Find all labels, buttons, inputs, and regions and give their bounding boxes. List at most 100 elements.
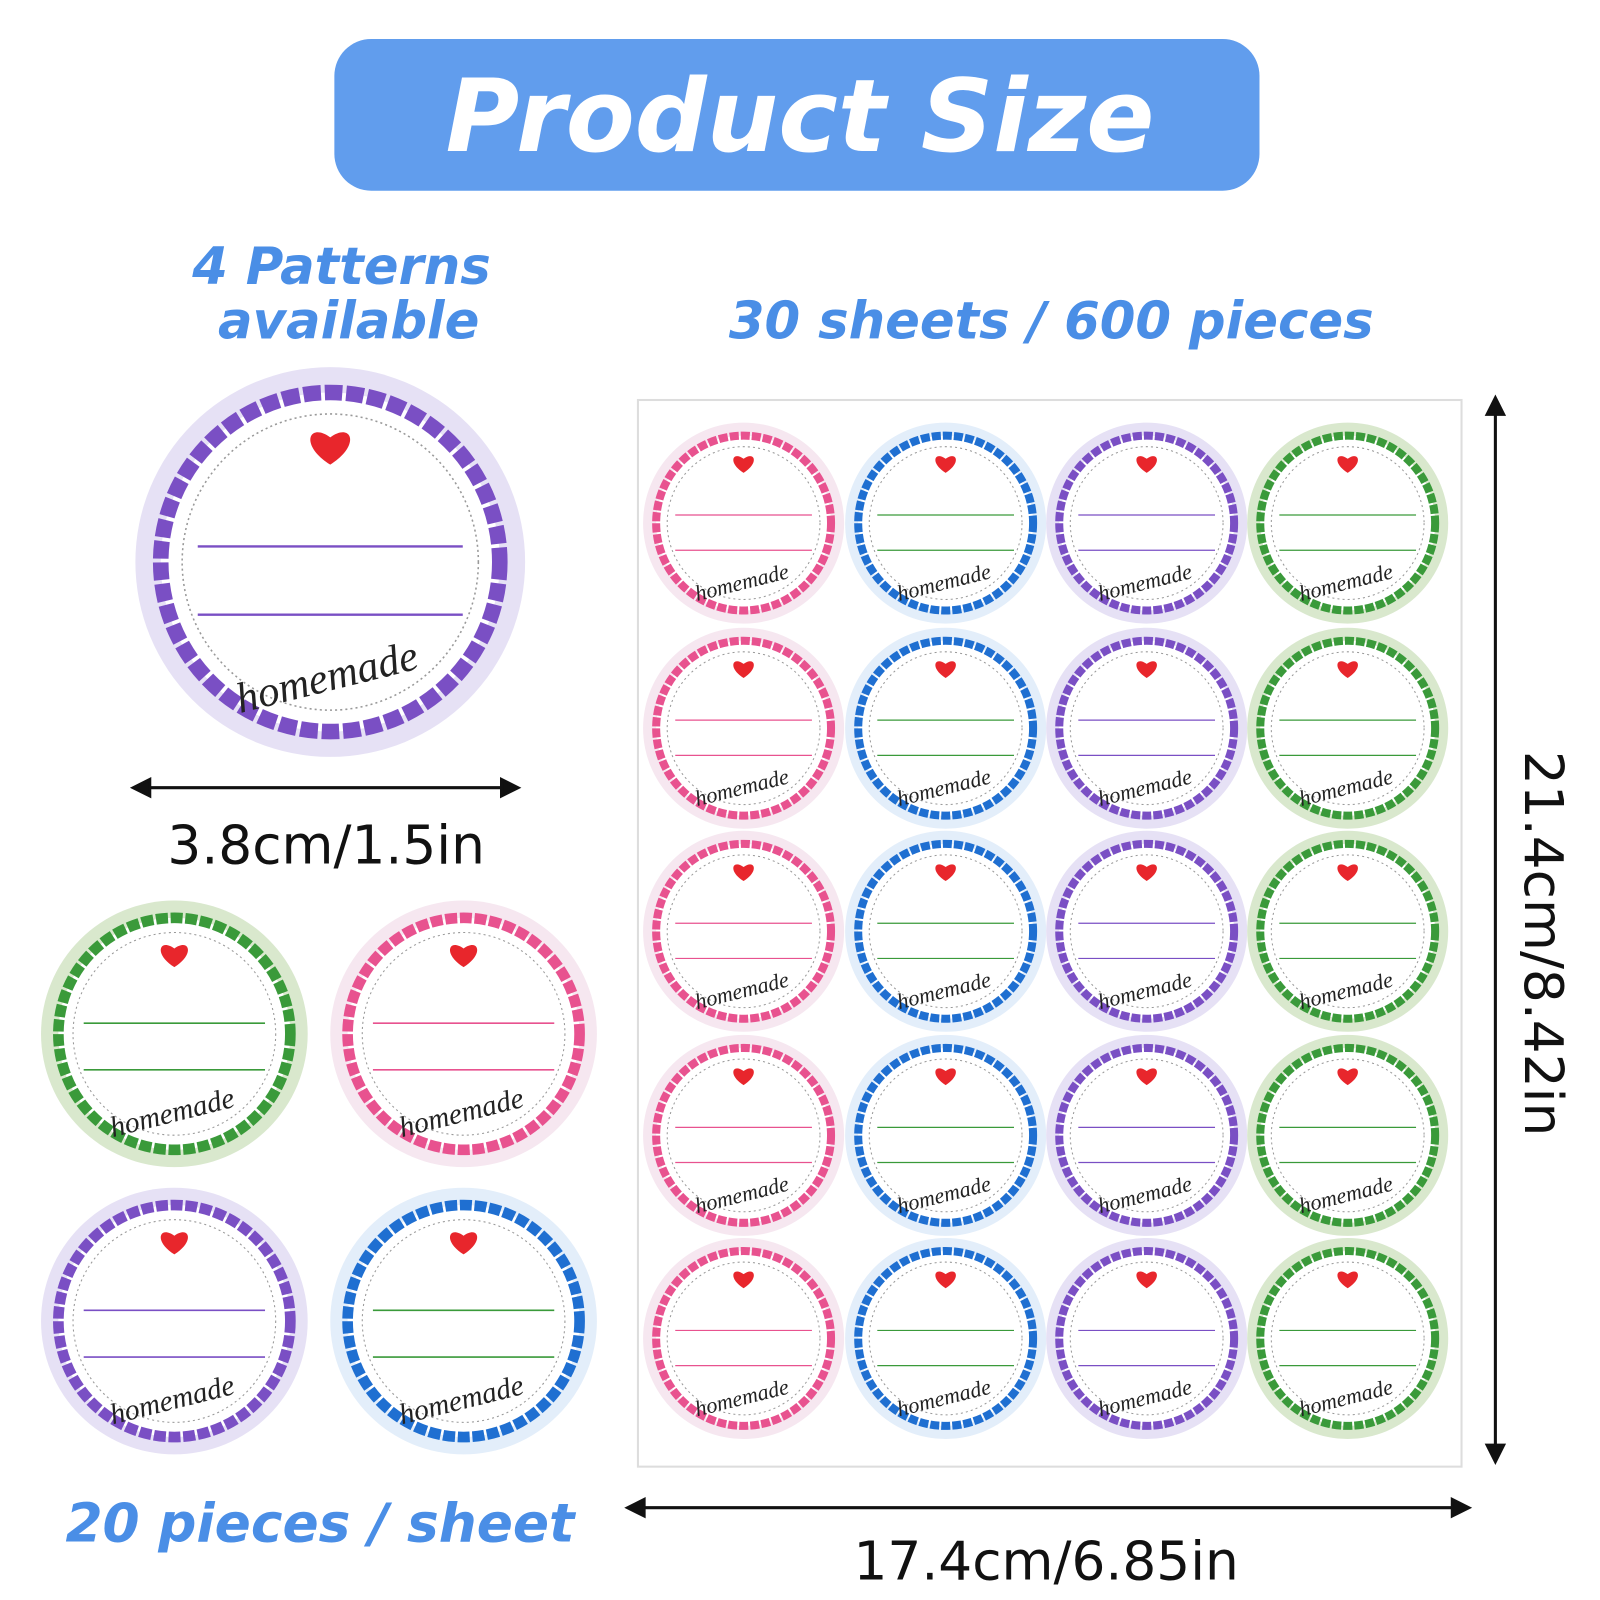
sticker-ring bbox=[152, 384, 508, 740]
heart bbox=[449, 945, 478, 968]
sticker: homemade bbox=[845, 1237, 1047, 1439]
heart bbox=[1337, 1068, 1358, 1086]
sticker-dots bbox=[868, 1058, 1023, 1213]
sticker-dots bbox=[72, 1219, 277, 1423]
sticker-dots bbox=[1069, 1261, 1224, 1416]
heart bbox=[733, 1271, 754, 1289]
heart bbox=[935, 1068, 956, 1086]
sticker: homemade bbox=[1247, 830, 1449, 1032]
sticker: homemade bbox=[643, 627, 845, 829]
heart bbox=[310, 432, 351, 465]
sticker-dots bbox=[868, 1261, 1023, 1416]
sticker-ring bbox=[1256, 1246, 1440, 1430]
heart bbox=[935, 456, 956, 473]
sticker-ring bbox=[652, 1043, 836, 1227]
heart bbox=[733, 864, 754, 882]
sticker-dots bbox=[1069, 651, 1224, 806]
sticker: homemade bbox=[1046, 1034, 1248, 1236]
sticker: homemade bbox=[1046, 422, 1248, 624]
sticker: homemade bbox=[41, 900, 308, 1168]
sticker-ring bbox=[1256, 431, 1440, 615]
heart bbox=[1136, 864, 1157, 882]
sheets-count: 30 sheets / 600 pieces bbox=[729, 291, 1374, 351]
sticker-ring bbox=[1256, 1043, 1440, 1227]
sticker-dots bbox=[1270, 854, 1425, 1009]
sticker-ring bbox=[1256, 839, 1440, 1023]
sticker-dots bbox=[666, 854, 821, 1009]
sticker: homemade bbox=[845, 1034, 1047, 1236]
heart bbox=[1136, 1068, 1157, 1086]
sticker-dots bbox=[1069, 854, 1224, 1009]
sticker: homemade bbox=[1247, 1034, 1449, 1236]
sticker-ring bbox=[652, 636, 836, 820]
sticker: homemade bbox=[330, 1187, 597, 1455]
sticker-dots bbox=[72, 931, 277, 1136]
sticker-ring bbox=[342, 1199, 585, 1443]
heart bbox=[1136, 661, 1157, 678]
sticker: homemade bbox=[41, 1187, 308, 1455]
sticker: homemade bbox=[1046, 627, 1248, 829]
sticker-dots bbox=[666, 1058, 821, 1213]
sticker-ring bbox=[1055, 636, 1239, 820]
sticker-ring bbox=[652, 839, 836, 1023]
sticker-dots bbox=[361, 1219, 566, 1423]
sticker-dots bbox=[1069, 1058, 1224, 1213]
sticker-dots bbox=[1270, 651, 1425, 806]
sticker: homemade bbox=[643, 422, 845, 624]
sticker-dots bbox=[666, 446, 821, 600]
sticker-dots bbox=[868, 651, 1023, 806]
sticker: homemade bbox=[1247, 1237, 1449, 1439]
sticker-dots bbox=[1270, 1261, 1425, 1416]
title-banner bbox=[334, 38, 1260, 191]
sticker-ring bbox=[854, 1246, 1038, 1430]
sticker-ring bbox=[652, 431, 836, 615]
sticker-ring bbox=[854, 636, 1038, 820]
sticker: homemade bbox=[1247, 422, 1449, 624]
sticker-dots bbox=[1270, 1058, 1425, 1213]
sticker-ring bbox=[342, 912, 585, 1156]
heart bbox=[160, 1232, 188, 1255]
heart bbox=[1337, 1271, 1358, 1289]
heart bbox=[160, 945, 188, 968]
sticker-ring bbox=[1055, 431, 1239, 615]
sticker-ring bbox=[652, 1246, 836, 1430]
heart bbox=[935, 1271, 956, 1289]
dimension-arrows bbox=[129, 394, 1507, 1519]
sticker-ring bbox=[854, 1043, 1038, 1227]
sticker-dots bbox=[666, 1261, 821, 1416]
heart bbox=[1337, 864, 1358, 882]
heart bbox=[1136, 456, 1157, 473]
heart bbox=[935, 661, 956, 678]
sticker: homemade bbox=[643, 1034, 845, 1236]
sticker: homemade bbox=[845, 627, 1047, 829]
sheet-width: 17.4cm/6.85in bbox=[853, 1529, 1238, 1592]
sticker: homemade bbox=[1247, 627, 1449, 829]
sheet-height: 21.4cm/8.42in bbox=[1512, 751, 1575, 1136]
sticker-ring bbox=[53, 912, 296, 1156]
title: Product Size bbox=[446, 58, 1155, 175]
sticker: homemade bbox=[330, 900, 597, 1168]
sticker-dots bbox=[666, 651, 821, 806]
sticker: homemade bbox=[1046, 830, 1248, 1032]
heart bbox=[1337, 456, 1358, 473]
sticker: homemade bbox=[643, 1237, 845, 1439]
heart bbox=[733, 661, 754, 678]
heart bbox=[449, 1232, 478, 1255]
sticker-dots bbox=[181, 413, 480, 711]
patterns-line-2: available bbox=[218, 291, 479, 351]
sticker: homemade bbox=[845, 830, 1047, 1032]
heart bbox=[935, 864, 956, 882]
sticker-ring bbox=[1055, 1043, 1239, 1227]
sticker-dots bbox=[361, 931, 566, 1136]
sticker-ring bbox=[53, 1199, 296, 1443]
heart bbox=[1136, 1271, 1157, 1289]
sticker: homemade bbox=[1046, 1237, 1248, 1439]
sticker-ring bbox=[854, 431, 1038, 615]
pieces-per-sheet: 20 pieces / sheet bbox=[65, 1492, 577, 1555]
sticker-ring bbox=[854, 839, 1038, 1023]
sticker-ring bbox=[1256, 636, 1440, 820]
sticker-width: 3.8cm/1.5in bbox=[167, 814, 484, 877]
sticker: homemade bbox=[845, 422, 1047, 624]
